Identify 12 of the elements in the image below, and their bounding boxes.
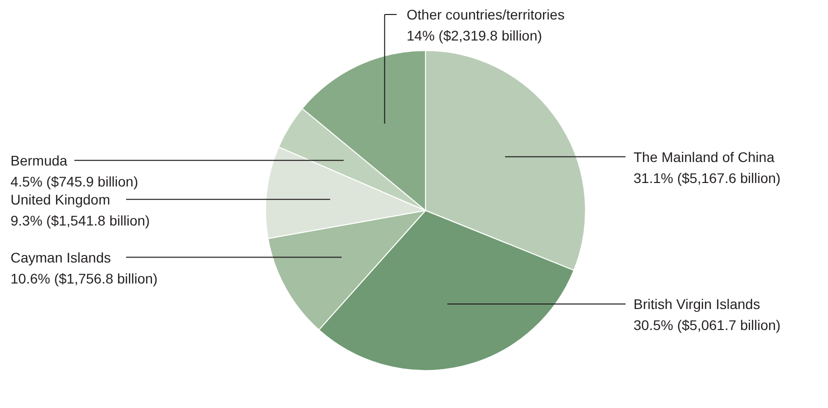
slice-label: Cayman Islands [10,249,111,266]
slice-label: United Kingdom [10,191,110,208]
data-label: 10.6% ($1,756.8 billion) [10,270,158,286]
slice-label: Bermuda [10,152,68,168]
data-label: 14% ($2,319.8 billion) [406,28,542,44]
slice-label: The Mainland of China [634,148,775,165]
data-label: 30.5% ($5,061.7 billion) [634,316,781,333]
data-label: 4.5% ($745.9 billion) [10,173,138,190]
slice-label: British Virgin Islands [634,296,760,312]
data-label: 31.1% ($5,167.6 billion) [634,170,781,186]
data-label: 9.3% ($1,541.8 billion) [10,212,150,228]
slice-label: Other countries/territories [406,6,565,22]
